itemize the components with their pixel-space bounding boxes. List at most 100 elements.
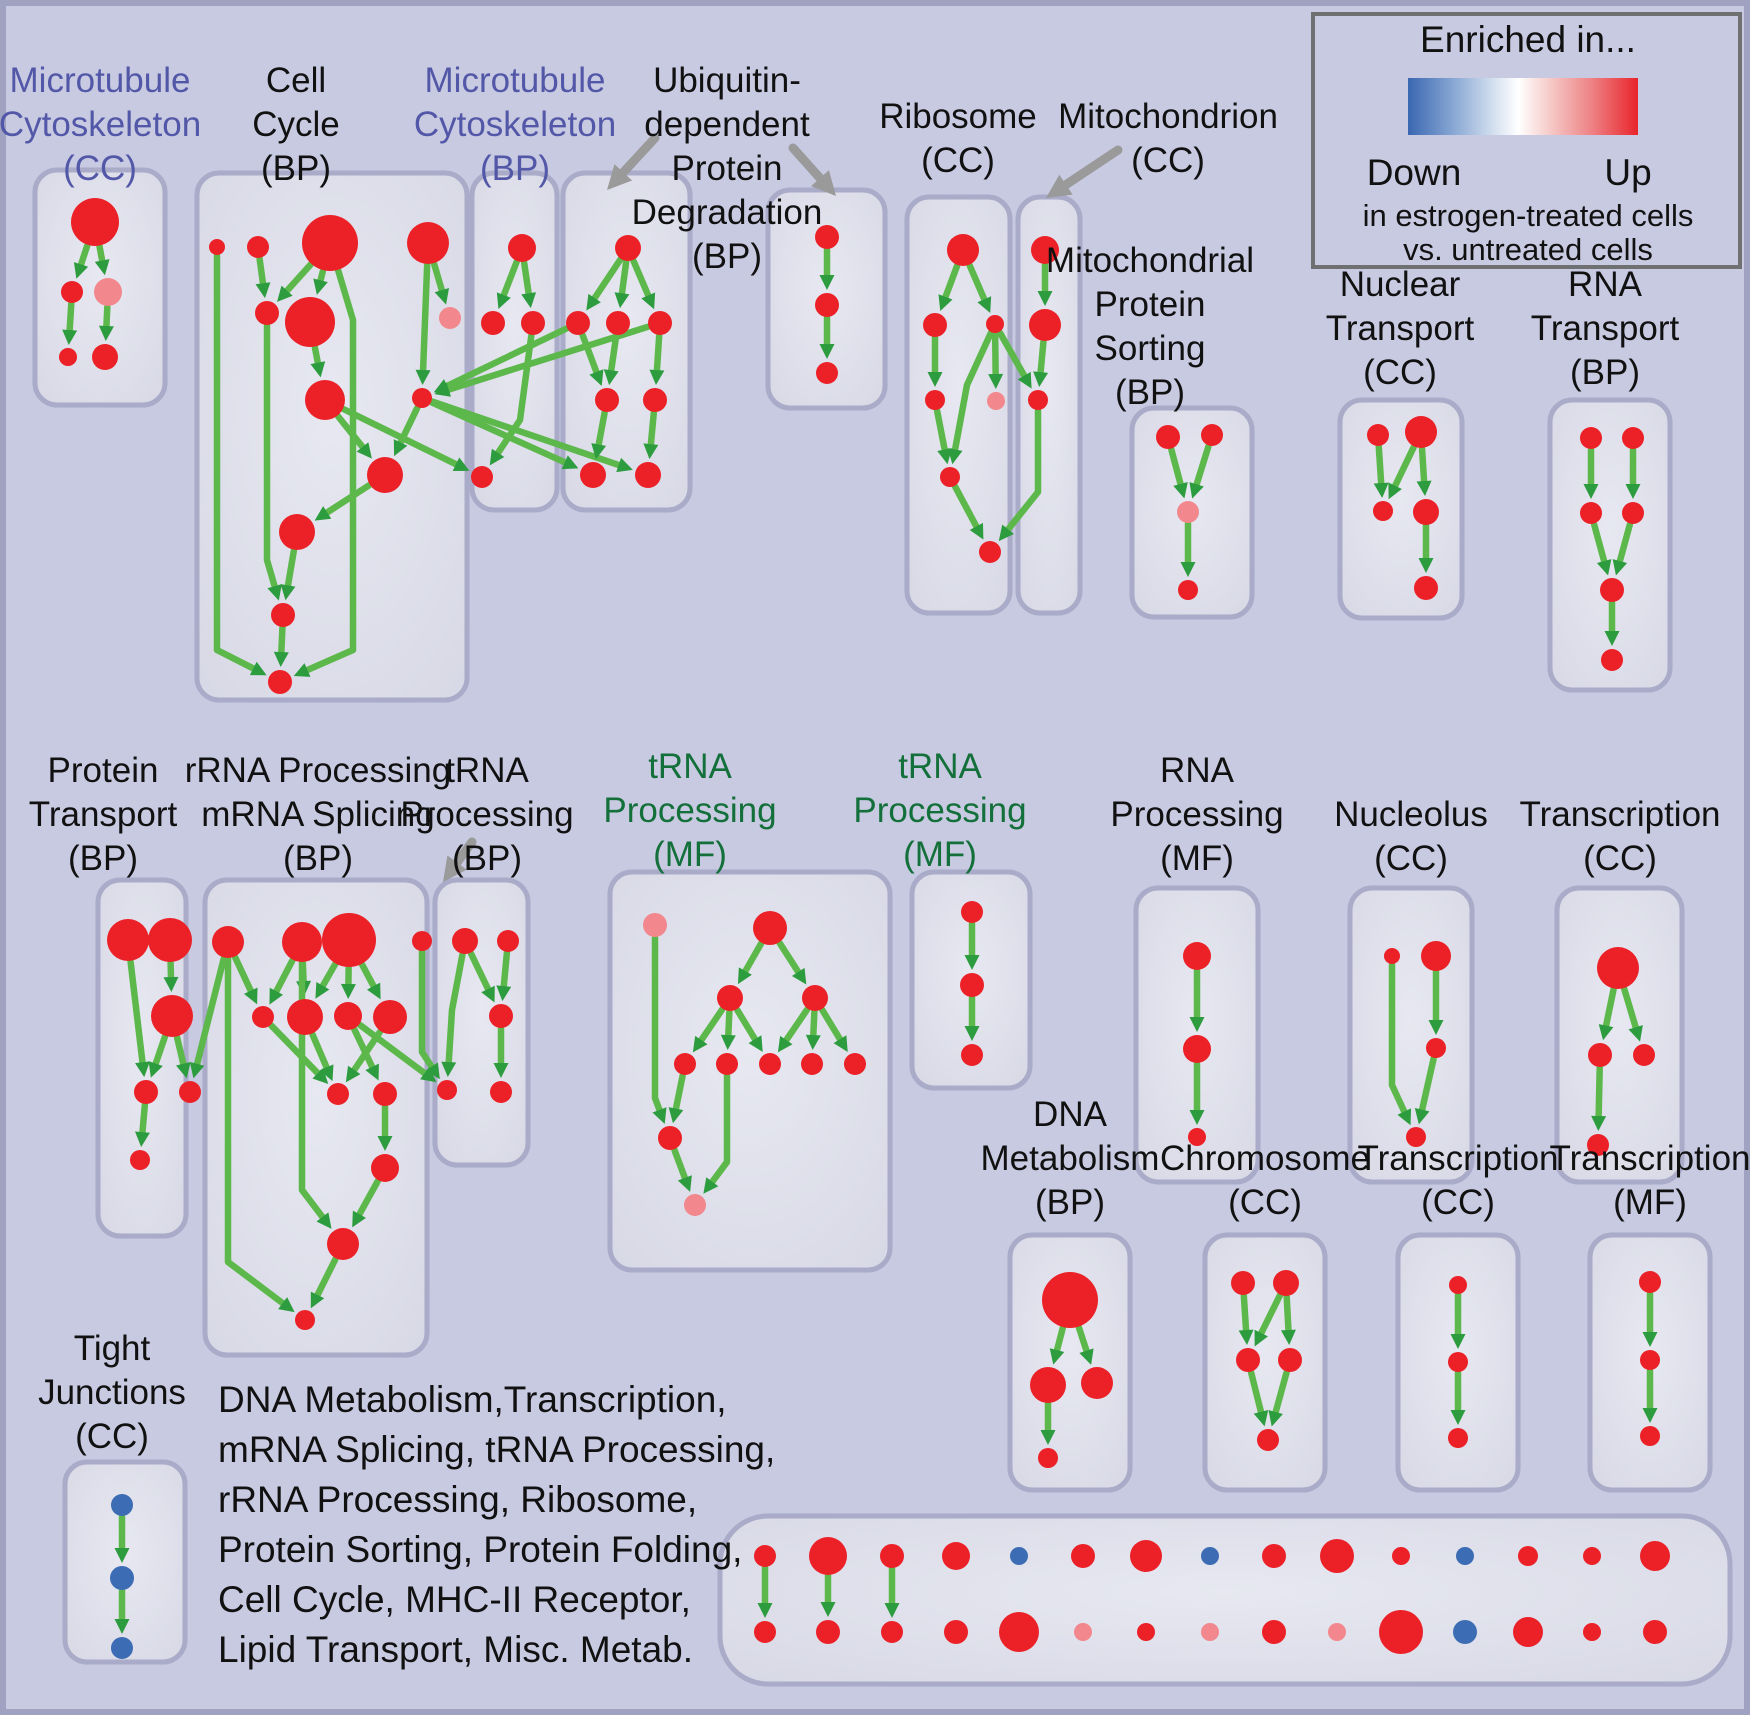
dag-edge-head bbox=[496, 292, 511, 310]
dag-edge bbox=[498, 258, 520, 305]
misc-node-top-8 bbox=[1262, 1544, 1286, 1568]
dag-edge-head bbox=[73, 262, 89, 279]
go-term-node-s2 bbox=[1201, 424, 1223, 446]
cluster-label-tight-junctions-cc-line2: (CC) bbox=[75, 1417, 149, 1456]
cluster-label-dna-metabolism-bp-line0: DNA bbox=[1033, 1095, 1108, 1134]
go-term-node-k1 bbox=[1597, 947, 1639, 989]
dag-edge-head bbox=[1418, 558, 1434, 573]
go-term-node-h3 bbox=[961, 1044, 983, 1066]
dag-edge-head bbox=[1388, 482, 1402, 500]
go-term-node-p5 bbox=[179, 1081, 201, 1103]
dag-edge-head bbox=[176, 1062, 191, 1079]
dag-edge-head bbox=[641, 292, 656, 310]
dag-edge-head bbox=[819, 344, 835, 359]
dag-edge-head bbox=[135, 1061, 150, 1078]
dag-edge-head bbox=[947, 448, 963, 465]
trna-bp-arrow-head bbox=[443, 855, 467, 882]
cluster-label-trna-processing-bp-line1: Processing bbox=[400, 795, 573, 834]
misc-node-top-1 bbox=[809, 1537, 847, 1575]
go-term-node-i3 bbox=[1188, 1128, 1206, 1146]
dag-edge-head bbox=[425, 1062, 440, 1080]
ubiquitin-arrow-right-head bbox=[811, 170, 836, 196]
cluster-label-rna-transport-bp-line2: (BP) bbox=[1570, 353, 1640, 392]
misc-pair-edge-2-head bbox=[884, 1603, 900, 1618]
go-term-node-k2 bbox=[1588, 1043, 1612, 1067]
cluster-label-protein-transport-bp-line0: Protein bbox=[48, 751, 159, 790]
dag-edge-head bbox=[314, 506, 332, 521]
cluster-label-nuclear-transport-cc-line0: Nuclear bbox=[1340, 265, 1461, 304]
go-term-node-cc1 bbox=[209, 239, 225, 255]
legend-down-label: Down bbox=[1367, 152, 1462, 193]
go-term-node-q11 bbox=[371, 1154, 399, 1182]
dag-edge-head bbox=[649, 369, 665, 386]
dag-edge bbox=[996, 329, 1031, 385]
cluster-label-nuclear-transport-cc-line1: Transport bbox=[1326, 309, 1475, 348]
dag-edge-head bbox=[1373, 482, 1389, 499]
dag-edge bbox=[933, 407, 950, 460]
dag-edge-head bbox=[489, 448, 505, 466]
dag-edge bbox=[1621, 985, 1641, 1037]
dag-edge bbox=[127, 958, 147, 1073]
cluster-label-transcription-mf-line1: (MF) bbox=[1613, 1183, 1687, 1222]
cluster-label-transcription-mf-line0: Transcription bbox=[1550, 1139, 1750, 1178]
dag-edge-head bbox=[720, 1034, 736, 1051]
go-term-node-cc6 bbox=[285, 297, 335, 347]
misc-node-bottom-10 bbox=[1379, 1610, 1423, 1654]
dag-edge-head bbox=[1037, 291, 1053, 306]
dag-edge-head bbox=[977, 296, 992, 313]
dag-edge-head bbox=[94, 259, 110, 276]
cluster-label-mitochondrial-protein-sorting-bp-line3: (BP) bbox=[1115, 373, 1185, 412]
cluster-box-dna-metabolism-box bbox=[1007, 1232, 1133, 1493]
dag-edge bbox=[283, 547, 298, 596]
dag-edge-head bbox=[243, 987, 258, 1005]
cluster-label-trna-processing-mf-1-line2: (MF) bbox=[653, 835, 727, 874]
misc-node-bottom-8 bbox=[1262, 1620, 1286, 1644]
dag-edge-head bbox=[1033, 371, 1049, 388]
dag-edge-head bbox=[1189, 1110, 1205, 1125]
dag-edge-head bbox=[677, 1175, 692, 1192]
misc-node-bottom-5 bbox=[1074, 1623, 1092, 1641]
go-term-node-mt1 bbox=[508, 234, 536, 262]
dag-edge-head bbox=[1079, 1348, 1094, 1365]
dag-edge bbox=[224, 955, 292, 1311]
misc-clusters-text-line1: mRNA Splicing, tRNA Processing, bbox=[218, 1429, 775, 1470]
dag-edge bbox=[1270, 1369, 1290, 1422]
dag-edge-head bbox=[1397, 1108, 1412, 1126]
go-term-node-q7 bbox=[334, 1002, 362, 1030]
go-term-node-tbR bbox=[490, 1081, 512, 1103]
cluster-box-transcription-cc-mid-box bbox=[1554, 885, 1685, 1185]
dag-edge bbox=[734, 1006, 762, 1049]
go-term-node-u2 bbox=[110, 1566, 134, 1590]
misc-clusters-text-line5: Lipid Transport, Misc. Metab. bbox=[218, 1629, 693, 1670]
cluster-label-dna-metabolism-bp-line1: Metabolism bbox=[981, 1139, 1160, 1178]
cluster-label-mitochondrial-protein-sorting-bp-line0: Mitochondrial bbox=[1046, 241, 1254, 280]
go-term-node-mc5 bbox=[92, 344, 118, 370]
dag-edge-head bbox=[1596, 559, 1612, 576]
dag-edge-head bbox=[652, 1107, 667, 1124]
dag-edge-head bbox=[277, 285, 293, 302]
misc-node-top-3 bbox=[942, 1542, 970, 1570]
dag-edge bbox=[270, 957, 296, 1001]
dag-edge-head bbox=[345, 1065, 361, 1083]
go-term-node-mC bbox=[1028, 390, 1048, 410]
cluster-box-nuclear-transport-box bbox=[1337, 397, 1465, 621]
cluster-label-nuclear-transport-cc-line2: (CC) bbox=[1363, 353, 1437, 392]
cluster-label-chromosome-cc-line0: Chromosome bbox=[1160, 1139, 1370, 1178]
go-term-node-f2 bbox=[1448, 1352, 1468, 1372]
dag-edge-head bbox=[315, 982, 330, 999]
go-term-node-n1 bbox=[1367, 424, 1389, 446]
dag-edge bbox=[352, 1177, 381, 1224]
dag-edge bbox=[694, 1006, 726, 1049]
dag-edge-head bbox=[1254, 1329, 1269, 1347]
go-term-node-p3 bbox=[151, 995, 193, 1037]
legend-subtitle-line2: vs. untreated cells bbox=[1403, 232, 1653, 267]
misc-clusters-text-line3: Protein Sorting, Protein Folding, bbox=[218, 1529, 742, 1570]
misc-clusters-text-line0: DNA Metabolism,Transcription, bbox=[218, 1379, 727, 1420]
dag-edge-head bbox=[1642, 1332, 1658, 1347]
dag-edge-head bbox=[616, 457, 633, 473]
go-term-node-tbL bbox=[437, 1080, 457, 1100]
go-term-node-l1 bbox=[1639, 1271, 1661, 1293]
dag-edge-head bbox=[434, 288, 450, 305]
nodes-layer bbox=[59, 198, 1670, 1659]
cluster-box-microtubule-bp-box bbox=[469, 170, 560, 513]
